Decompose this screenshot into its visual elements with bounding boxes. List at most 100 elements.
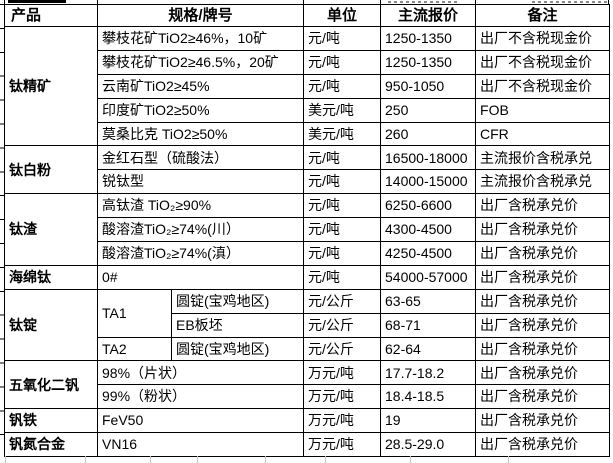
price-cell: 4250-4500: [380, 241, 477, 266]
unit-cell: 元/公斤: [303, 288, 382, 314]
note-cell: 出厂不含税现金价: [475, 26, 611, 51]
table-row: 钛锭 TA1 圆锭(宝鸡地区) 元/公斤 63-65 出厂含税承兑价: [4, 288, 611, 362]
next-row-border-stub: [197, 456, 198, 463]
col-header-unit: 单位: [303, 4, 382, 27]
spec-cell: VN16: [96, 432, 305, 458]
row-border-stubs: [0, 4, 4, 435]
price-cell: 63-65: [380, 288, 477, 314]
next-row-border-stub: [410, 456, 411, 463]
table-row: 钒铁 FeV50 万元/吨 19 出厂含税承兑价: [4, 408, 611, 434]
price-cell: 4300-4500: [380, 217, 477, 243]
cut-off-text-remnant: [532, 1, 608, 3]
note-cell: 出厂含税承兑价: [475, 193, 611, 219]
unit-cell: 美元/吨: [303, 97, 382, 123]
next-row-border-stub: [85, 456, 86, 463]
price-cell: 68-71: [380, 312, 477, 338]
table-row: 海绵钛 0# 元/吨 54000-57000 出厂含税承兑价: [4, 264, 611, 290]
grade-cell: TA2: [97, 336, 172, 362]
spec-cell: 金红石型（硫酸法）: [96, 145, 305, 171]
unit-cell: 元/吨: [303, 241, 382, 266]
spec-cell: 圆锭(宝鸡地区): [170, 336, 305, 362]
table-row: 云南矿TiO2≥45% 元/吨 950-1050 出厂不含税现金价: [5, 73, 611, 99]
column-border-stub: [380, 0, 381, 4]
spec-cell: 攀枝花矿TiO2≥46%，10矿: [96, 26, 305, 51]
unit-cell: 万元/吨: [303, 408, 382, 434]
column-border-stub: [97, 0, 98, 4]
table-row: 钛渣 高钛渣 TiO₂≥90% 元/吨 6250-6600 出厂含税承兑价: [4, 193, 611, 266]
product-cell: 钒氮合金: [4, 432, 98, 458]
unit-cell: 元/吨: [303, 49, 382, 75]
note-cell: 出厂含税承兑价: [475, 336, 611, 362]
note-cell: 出厂不含税现金价: [475, 49, 611, 75]
price-table: 产品 规格/牌号 单位 主流报价 备注 钛精矿 攀枝花矿TiO2≥46%，10矿…: [4, 4, 611, 458]
spec-cell: 酸溶渣TiO₂≥74%(滇）: [96, 241, 305, 266]
spec-cell: 攀枝花矿TiO2≥46.5%，20矿: [96, 49, 305, 75]
note-cell: CFR: [475, 121, 611, 147]
table-row: 酸溶渣TiO₂≥74%(川） 元/吨 4300-4500 出厂含税承兑价: [5, 217, 611, 243]
table-row: 攀枝花矿TiO2≥46.5%，20矿 元/吨 1250-1350 出厂不含税现金…: [5, 49, 611, 75]
spec-cell: 99%（粉状）: [96, 384, 305, 410]
unit-cell: 万元/吨: [303, 360, 382, 386]
table-row: EB板坯 元/公斤 68-71 出厂含税承兑价: [5, 312, 611, 338]
product-cell: 五氧化二钒: [4, 360, 98, 410]
note-cell: 出厂含税承兑价: [475, 432, 611, 458]
table-row: 钒氮合金 VN16 万元/吨 28.5-29.0 出厂含税承兑价: [4, 432, 611, 458]
col-header-note: 备注: [475, 4, 611, 27]
product-cell: 钛锭: [4, 288, 98, 362]
unit-cell: 万元/吨: [303, 384, 382, 410]
note-cell: 出厂不含税现金价: [475, 73, 611, 99]
note-cell: 出厂含税承兑价: [475, 384, 611, 410]
unit-cell: 美元/吨: [303, 121, 382, 147]
note-cell: 出厂含税承兑价: [475, 360, 611, 386]
price-cell: 17.7-18.2: [380, 360, 477, 386]
price-cell: 950-1050: [380, 73, 477, 99]
product-cell: 钒铁: [4, 408, 98, 434]
table-row: 莫桑比克 TiO2≥50% 美元/吨 260 CFR: [5, 121, 611, 147]
spec-cell: 98%（片状）: [96, 360, 305, 386]
unit-cell: 元/吨: [303, 169, 382, 195]
price-cell: 1250-1350: [380, 26, 477, 51]
col-header-spec: 规格/牌号: [96, 4, 305, 27]
table-row: 印度矿TiO2≥50% 美元/吨 250 FOB: [5, 97, 611, 123]
table-header-row: 产品 规格/牌号 单位 主流报价 备注: [4, 4, 611, 27]
unit-cell: 元/公斤: [303, 312, 382, 338]
spec-cell: 云南矿TiO2≥45%: [96, 73, 305, 99]
spec-cell: 高钛渣 TiO₂≥90%: [96, 193, 305, 219]
unit-cell: 元/吨: [303, 217, 382, 243]
cut-off-title-remnant: [8, 0, 66, 3]
price-cell: 260: [380, 121, 477, 147]
col-header-product: 产品: [4, 4, 98, 27]
unit-cell: 元/吨: [303, 264, 382, 290]
table-row: 钛精矿 攀枝花矿TiO2≥46%，10矿 元/吨 1250-1350 出厂不含税…: [4, 25, 611, 147]
price-cell: 28.5-29.0: [380, 432, 477, 458]
price-cell: 250: [380, 97, 477, 123]
spec-cell: 圆锭(宝鸡地区): [170, 288, 305, 314]
table-row: 锐钛型 元/吨 14000-15000 主流报价含税承兑: [5, 169, 611, 195]
unit-cell: 元/吨: [303, 73, 382, 99]
next-row-border-stub: [265, 456, 266, 463]
next-row-border-stub: [508, 456, 509, 463]
cut-off-text-remnant: [388, 1, 458, 3]
next-row-border-stub: [5, 456, 6, 463]
next-row-border-stub: [325, 456, 326, 463]
product-cell: 钛白粉: [4, 145, 98, 195]
price-cell: 18.4-18.5: [380, 384, 477, 410]
grade-cell: TA1: [97, 288, 172, 338]
column-border-stub: [4, 0, 5, 4]
spec-cell: 莫桑比克 TiO2≥50%: [96, 121, 305, 147]
product-cell: 钛渣: [4, 193, 98, 266]
note-cell: FOB: [475, 97, 611, 123]
note-cell: 出厂含税承兑价: [475, 408, 611, 434]
spec-cell: FeV50: [96, 408, 305, 434]
next-row-border-stub: [150, 456, 151, 463]
price-cell: 1250-1350: [380, 49, 477, 75]
unit-cell: 万元/吨: [303, 432, 382, 458]
note-cell: 主流报价含税承兑: [475, 169, 611, 195]
price-cell: 54000-57000: [380, 264, 477, 290]
spec-cell: EB板坯: [170, 312, 305, 338]
price-cell: 14000-15000: [380, 169, 477, 195]
spec-cell: 酸溶渣TiO₂≥74%(川）: [96, 217, 305, 243]
col-header-price: 主流报价: [380, 4, 477, 27]
table-row: 钛白粉 金红石型（硫酸法） 元/吨 16500-18000 主流报价含税承兑: [4, 145, 611, 195]
